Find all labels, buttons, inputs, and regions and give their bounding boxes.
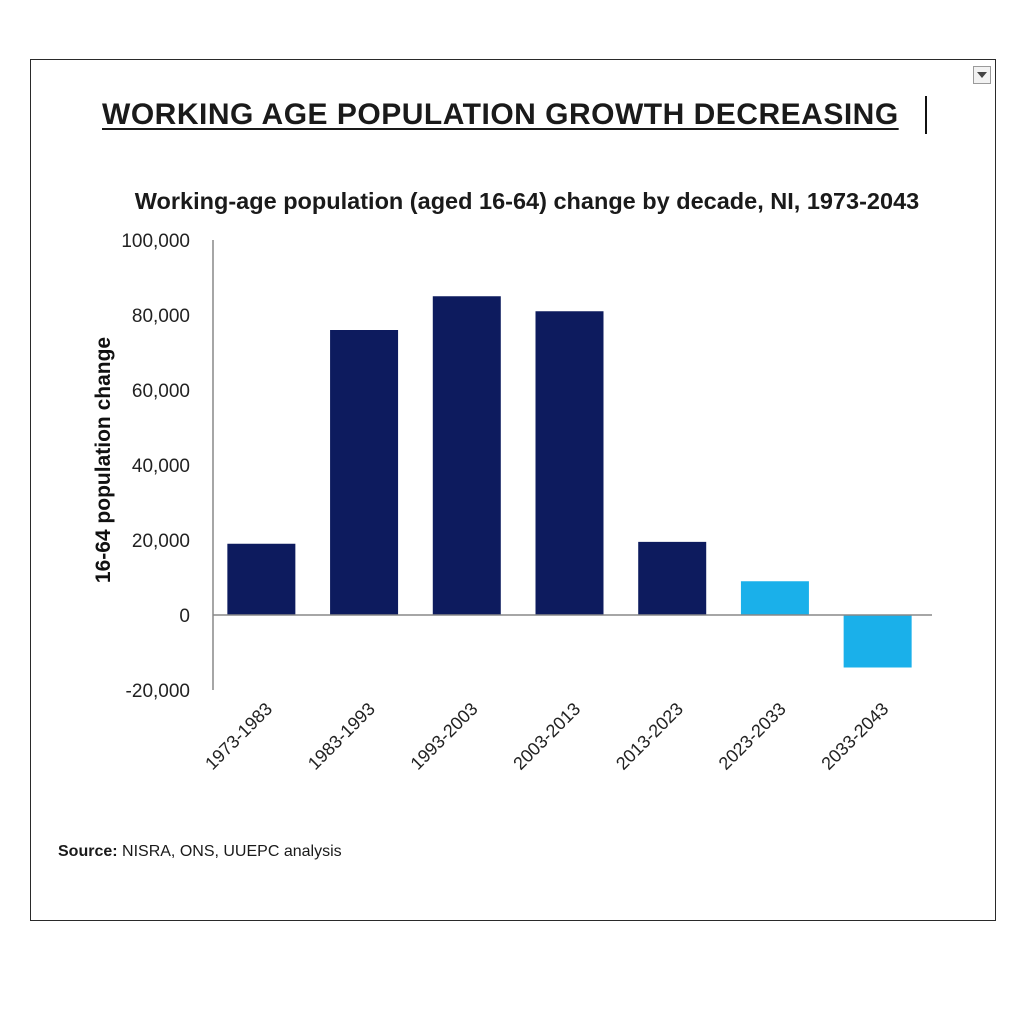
y-tick-label: 80,000 — [132, 306, 190, 327]
y-tick-label: 40,000 — [132, 456, 190, 477]
y-axis-title: 16-64 population change — [92, 337, 115, 583]
bar-1993-2003 — [432, 296, 501, 615]
bar-2033-2043 — [843, 615, 912, 668]
x-category-label: 1993-2003 — [407, 699, 482, 774]
y-tick-label: 60,000 — [132, 381, 190, 402]
y-tick-label: 100,000 — [121, 231, 190, 252]
x-category-label: 2003-2013 — [509, 699, 584, 774]
bar-2023-2033 — [740, 581, 809, 615]
source-text: NISRA, ONS, UUEPC analysis — [117, 843, 342, 860]
x-category-label: 1973-1983 — [201, 699, 276, 774]
page-headline: WORKING AGE POPULATION GROWTH DECREASING — [102, 98, 899, 131]
y-tick-label: 20,000 — [132, 531, 190, 552]
chart-title: Working-age population (aged 16-64) chan… — [134, 188, 920, 214]
x-category-label: 1983-1993 — [304, 699, 379, 774]
text-cursor — [925, 96, 927, 134]
source-label: Source: — [58, 843, 118, 860]
bar-2013-2023 — [638, 541, 707, 615]
bar-1973-1983 — [227, 543, 296, 615]
source-note: Source: NISRA, ONS, UUEPC analysis — [58, 843, 342, 861]
x-category-label: 2013-2023 — [612, 699, 687, 774]
chevron-down-icon — [977, 72, 987, 78]
x-category-label: 2023-2033 — [715, 699, 790, 774]
bar-1983-1993 — [330, 330, 399, 615]
y-tick-label: 0 — [179, 606, 190, 627]
chart-options-dropdown[interactable] — [973, 66, 991, 84]
y-tick-label: -20,000 — [126, 681, 190, 702]
bar-2003-2013 — [535, 311, 604, 615]
x-category-label: 2033-2043 — [817, 699, 892, 774]
chart-frame — [30, 59, 996, 921]
